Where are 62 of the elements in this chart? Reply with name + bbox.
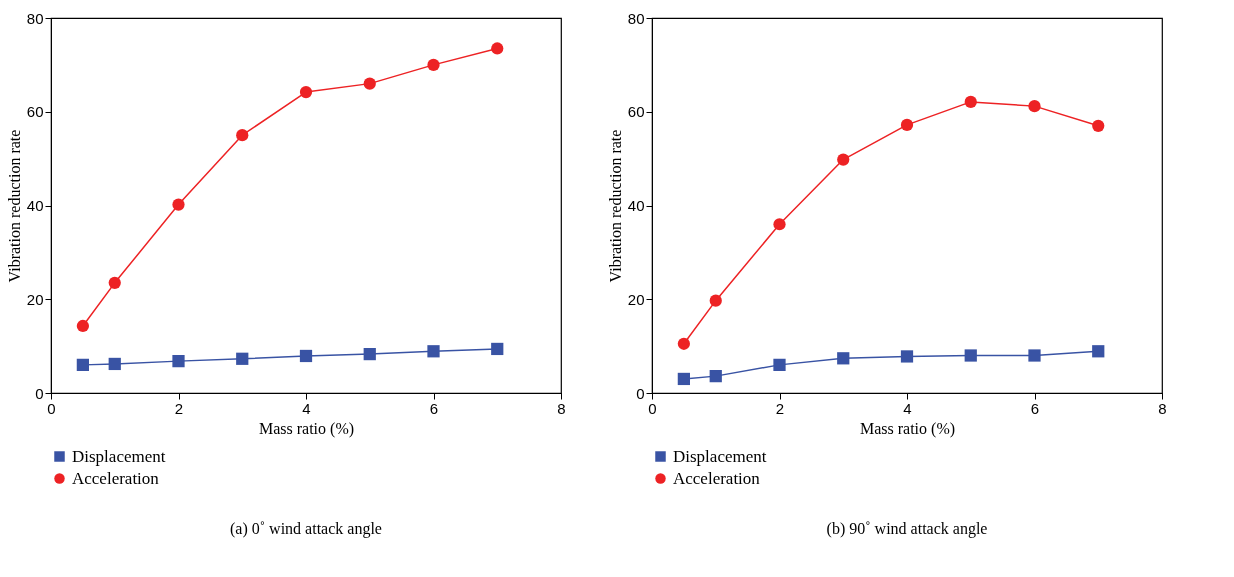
point: [677, 372, 690, 386]
y-tick-label: 0: [35, 384, 44, 402]
point: [1092, 345, 1105, 358]
point: [363, 347, 376, 361]
point: [76, 319, 89, 333]
x-tick-label: 6: [429, 399, 439, 417]
x-tick-label: 4: [903, 399, 912, 417]
point: [900, 350, 914, 363]
text: (a) 0˚ wind attack angle: [230, 520, 382, 538]
point: [1028, 100, 1041, 113]
point: [427, 345, 440, 358]
legend-label: Displacement: [72, 446, 166, 466]
text: (b) 90˚ wind attack angle: [826, 520, 988, 538]
x-tick-label: 2: [174, 399, 184, 417]
y-tick-label: 60: [627, 103, 645, 121]
x-tick-label: 4: [302, 399, 311, 417]
point: [773, 358, 786, 371]
point: [299, 85, 313, 99]
y-tick-label: 60: [26, 103, 44, 121]
legend-label: Displacement: [673, 446, 767, 466]
point: [900, 118, 914, 131]
point: [108, 276, 121, 289]
y-tick-label: 80: [26, 9, 44, 27]
y-axis-title: Vibration reduction rate: [5, 129, 23, 283]
point: [76, 358, 89, 371]
y-tick-label: 20: [627, 290, 645, 308]
y-tick-label: 40: [627, 197, 645, 214]
x-tick-label: 0: [47, 399, 56, 417]
point: [172, 355, 185, 368]
point: [491, 42, 504, 55]
point: [108, 357, 121, 371]
x-tick-label: 0: [648, 399, 657, 417]
point: [172, 198, 185, 211]
point: [709, 370, 722, 383]
point: [677, 337, 690, 350]
point: [236, 352, 249, 365]
y-tick-label: 20: [26, 290, 44, 308]
point: [363, 77, 376, 90]
y-tick-label: 80: [627, 9, 645, 27]
point: [773, 218, 786, 231]
x-tick-label: 6: [1030, 399, 1040, 417]
y-tick-label: 0: [636, 384, 645, 402]
point: [236, 129, 249, 142]
x-axis-title: Mass ratio (%): [859, 419, 956, 438]
x-tick-label: 2: [775, 399, 785, 417]
point: [427, 58, 440, 71]
point: [837, 352, 850, 365]
x-axis-title: Mass ratio (%): [258, 419, 355, 438]
point: [964, 95, 977, 109]
legend-label: Acceleration: [72, 468, 160, 488]
point: [964, 349, 977, 362]
point: [837, 153, 850, 166]
point: [709, 294, 722, 307]
x-tick-label: 8: [1158, 399, 1167, 417]
point: [299, 349, 313, 363]
y-tick-label: 40: [26, 197, 44, 214]
x-tick-label: 8: [557, 399, 566, 417]
legend-label: Acceleration: [673, 468, 761, 488]
point: [1092, 119, 1105, 132]
point: [491, 342, 504, 356]
point: [1028, 349, 1041, 362]
y-axis-title: Vibration reduction rate: [606, 129, 624, 283]
